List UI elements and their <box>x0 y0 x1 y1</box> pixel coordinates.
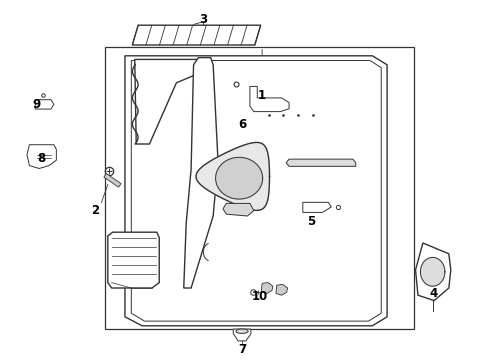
Text: 7: 7 <box>239 343 246 356</box>
Polygon shape <box>108 232 159 288</box>
Polygon shape <box>125 56 387 326</box>
Polygon shape <box>250 86 289 112</box>
Text: 6: 6 <box>239 118 246 131</box>
Polygon shape <box>276 284 288 295</box>
Polygon shape <box>223 203 254 216</box>
Polygon shape <box>27 145 56 168</box>
Polygon shape <box>184 58 218 288</box>
Polygon shape <box>132 25 261 45</box>
Polygon shape <box>261 283 273 293</box>
Polygon shape <box>196 143 270 210</box>
Polygon shape <box>216 157 263 199</box>
Polygon shape <box>286 159 356 166</box>
Polygon shape <box>35 100 54 109</box>
Ellipse shape <box>236 329 248 333</box>
Polygon shape <box>135 59 206 144</box>
Text: 8: 8 <box>38 152 46 165</box>
Text: 3: 3 <box>199 13 207 26</box>
Polygon shape <box>104 174 121 187</box>
Text: 1: 1 <box>258 89 266 102</box>
Text: 10: 10 <box>251 291 268 303</box>
Polygon shape <box>420 257 445 286</box>
Polygon shape <box>416 243 451 301</box>
Text: 5: 5 <box>307 215 315 228</box>
Text: 4: 4 <box>430 287 438 300</box>
Text: 9: 9 <box>33 98 41 111</box>
Text: 2: 2 <box>92 204 99 217</box>
Bar <box>105 47 414 329</box>
Polygon shape <box>303 202 331 212</box>
Polygon shape <box>233 329 251 341</box>
